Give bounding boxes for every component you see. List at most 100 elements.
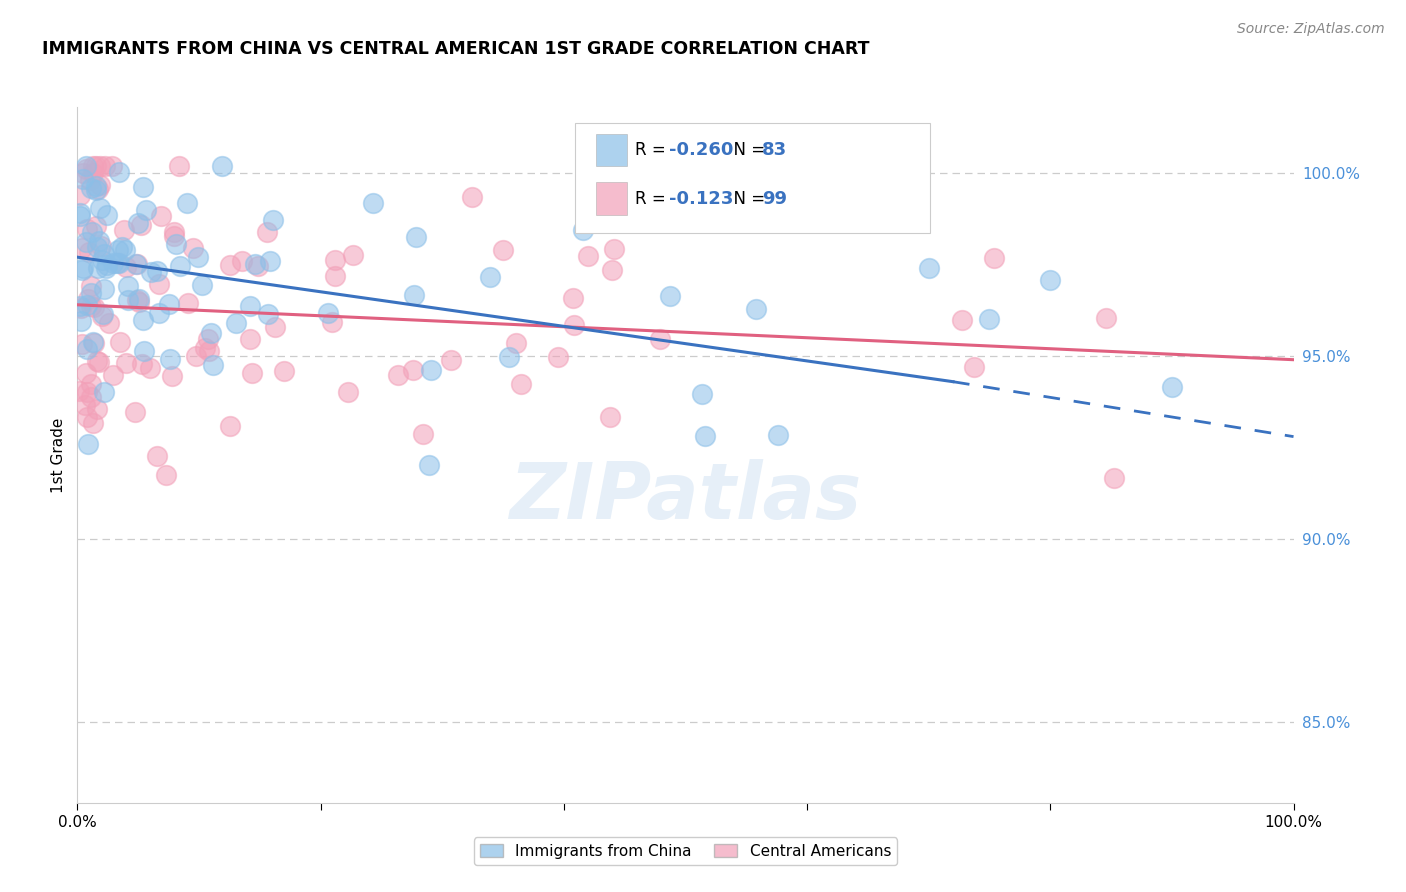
Point xyxy=(197,332,219,346)
Point xyxy=(478,270,501,285)
Point xyxy=(117,279,139,293)
Point xyxy=(76,342,98,356)
Point xyxy=(125,257,148,271)
Point xyxy=(176,195,198,210)
Point xyxy=(561,292,583,306)
Point xyxy=(112,223,135,237)
Point xyxy=(763,159,786,173)
Point xyxy=(225,316,247,330)
Point xyxy=(75,366,97,380)
Point xyxy=(125,293,148,308)
Point xyxy=(139,360,162,375)
Point xyxy=(75,235,97,250)
Point xyxy=(107,256,129,270)
Point xyxy=(163,225,186,239)
Point xyxy=(323,253,346,268)
Point xyxy=(983,251,1005,265)
Point xyxy=(146,449,169,463)
Point xyxy=(67,384,90,398)
Point xyxy=(239,299,262,313)
Point xyxy=(690,386,713,401)
Point xyxy=(75,161,97,176)
Point xyxy=(128,295,150,310)
Point xyxy=(87,355,110,369)
Text: R =: R = xyxy=(636,141,672,159)
Point xyxy=(84,159,107,173)
Point xyxy=(72,261,94,276)
Point xyxy=(160,368,183,383)
Point xyxy=(169,259,191,273)
Point xyxy=(90,252,112,267)
Point xyxy=(139,265,162,279)
Point xyxy=(547,350,569,364)
Point xyxy=(103,368,125,382)
Point xyxy=(129,218,152,232)
Point xyxy=(576,249,599,263)
Point xyxy=(194,341,217,355)
Point xyxy=(509,376,531,391)
Point xyxy=(69,209,91,223)
Point xyxy=(125,257,148,271)
Point xyxy=(492,244,515,258)
Point xyxy=(167,159,190,173)
Point xyxy=(337,385,360,400)
Point xyxy=(155,468,177,483)
Point xyxy=(76,298,98,312)
Point xyxy=(239,332,262,346)
Point xyxy=(132,180,155,194)
Point xyxy=(148,277,170,292)
Point xyxy=(231,254,253,268)
Point xyxy=(86,219,108,233)
Point xyxy=(1095,311,1118,326)
Point xyxy=(418,458,440,472)
Point xyxy=(82,416,104,430)
Point xyxy=(246,259,269,273)
Point xyxy=(243,257,266,271)
Point xyxy=(75,159,97,173)
Point xyxy=(76,409,98,424)
Point xyxy=(89,159,111,173)
Point xyxy=(101,159,124,173)
Point xyxy=(117,293,139,307)
Point xyxy=(86,402,108,417)
Point xyxy=(72,263,94,277)
Point xyxy=(658,289,681,303)
Point xyxy=(963,359,986,374)
Point xyxy=(256,225,278,239)
Point xyxy=(70,301,93,315)
Point xyxy=(402,287,425,301)
Point xyxy=(75,398,97,412)
Point xyxy=(402,362,425,376)
Text: N =: N = xyxy=(723,189,770,208)
Point xyxy=(187,250,209,264)
Point xyxy=(132,312,155,326)
Point xyxy=(80,390,103,404)
Point xyxy=(323,269,346,284)
Point xyxy=(80,181,103,195)
Point xyxy=(695,429,717,443)
Point xyxy=(165,236,187,251)
Point xyxy=(183,242,205,256)
Point xyxy=(89,234,111,248)
Point xyxy=(132,344,155,359)
Point xyxy=(202,359,225,373)
Point xyxy=(77,293,100,307)
Point xyxy=(461,190,484,204)
Point xyxy=(79,173,101,187)
Point xyxy=(127,216,149,230)
Text: ZIPatlas: ZIPatlas xyxy=(509,458,862,534)
Point xyxy=(84,183,107,197)
Point xyxy=(108,334,131,349)
Point xyxy=(440,352,463,367)
Point xyxy=(115,260,138,275)
Point xyxy=(745,302,768,317)
Point xyxy=(197,343,219,358)
Point xyxy=(83,300,105,314)
Text: -0.123: -0.123 xyxy=(669,189,734,208)
Point xyxy=(70,314,93,328)
Point xyxy=(148,306,170,320)
Point xyxy=(1102,471,1125,485)
Point xyxy=(419,363,441,377)
Point xyxy=(572,223,595,237)
Point xyxy=(69,299,91,313)
